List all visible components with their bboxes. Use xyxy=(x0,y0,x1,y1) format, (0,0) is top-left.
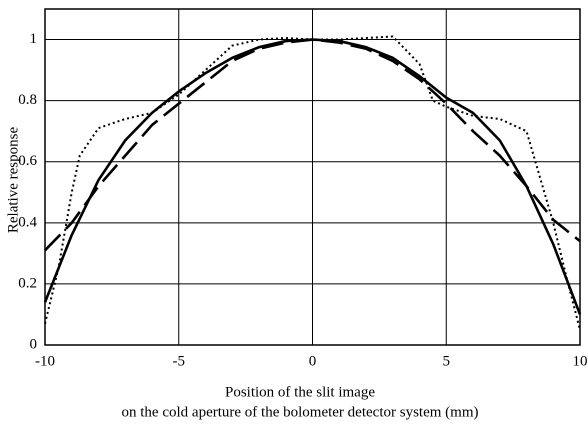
x-tick-label: -10 xyxy=(35,353,55,369)
x-tick-label: 0 xyxy=(309,353,317,369)
y-tick-label: 0.6 xyxy=(18,153,37,169)
y-tick-label: 1 xyxy=(30,31,38,47)
y-axis-label: Relative response xyxy=(5,127,21,234)
y-tick-label: 0.4 xyxy=(18,214,37,230)
x-tick-label: 5 xyxy=(443,353,451,369)
y-tick-label: 0.8 xyxy=(18,92,37,108)
y-tick-label: 0.2 xyxy=(18,275,37,291)
plot-frame xyxy=(44,8,581,346)
x-tick-label: -5 xyxy=(173,353,186,369)
x-axis-label: Position of the slit image xyxy=(225,384,375,400)
y-tick-label: 0 xyxy=(30,336,38,352)
x-tick-label: 10 xyxy=(573,353,588,369)
x-axis-label: on the cold aperture of the bolometer de… xyxy=(122,404,479,420)
